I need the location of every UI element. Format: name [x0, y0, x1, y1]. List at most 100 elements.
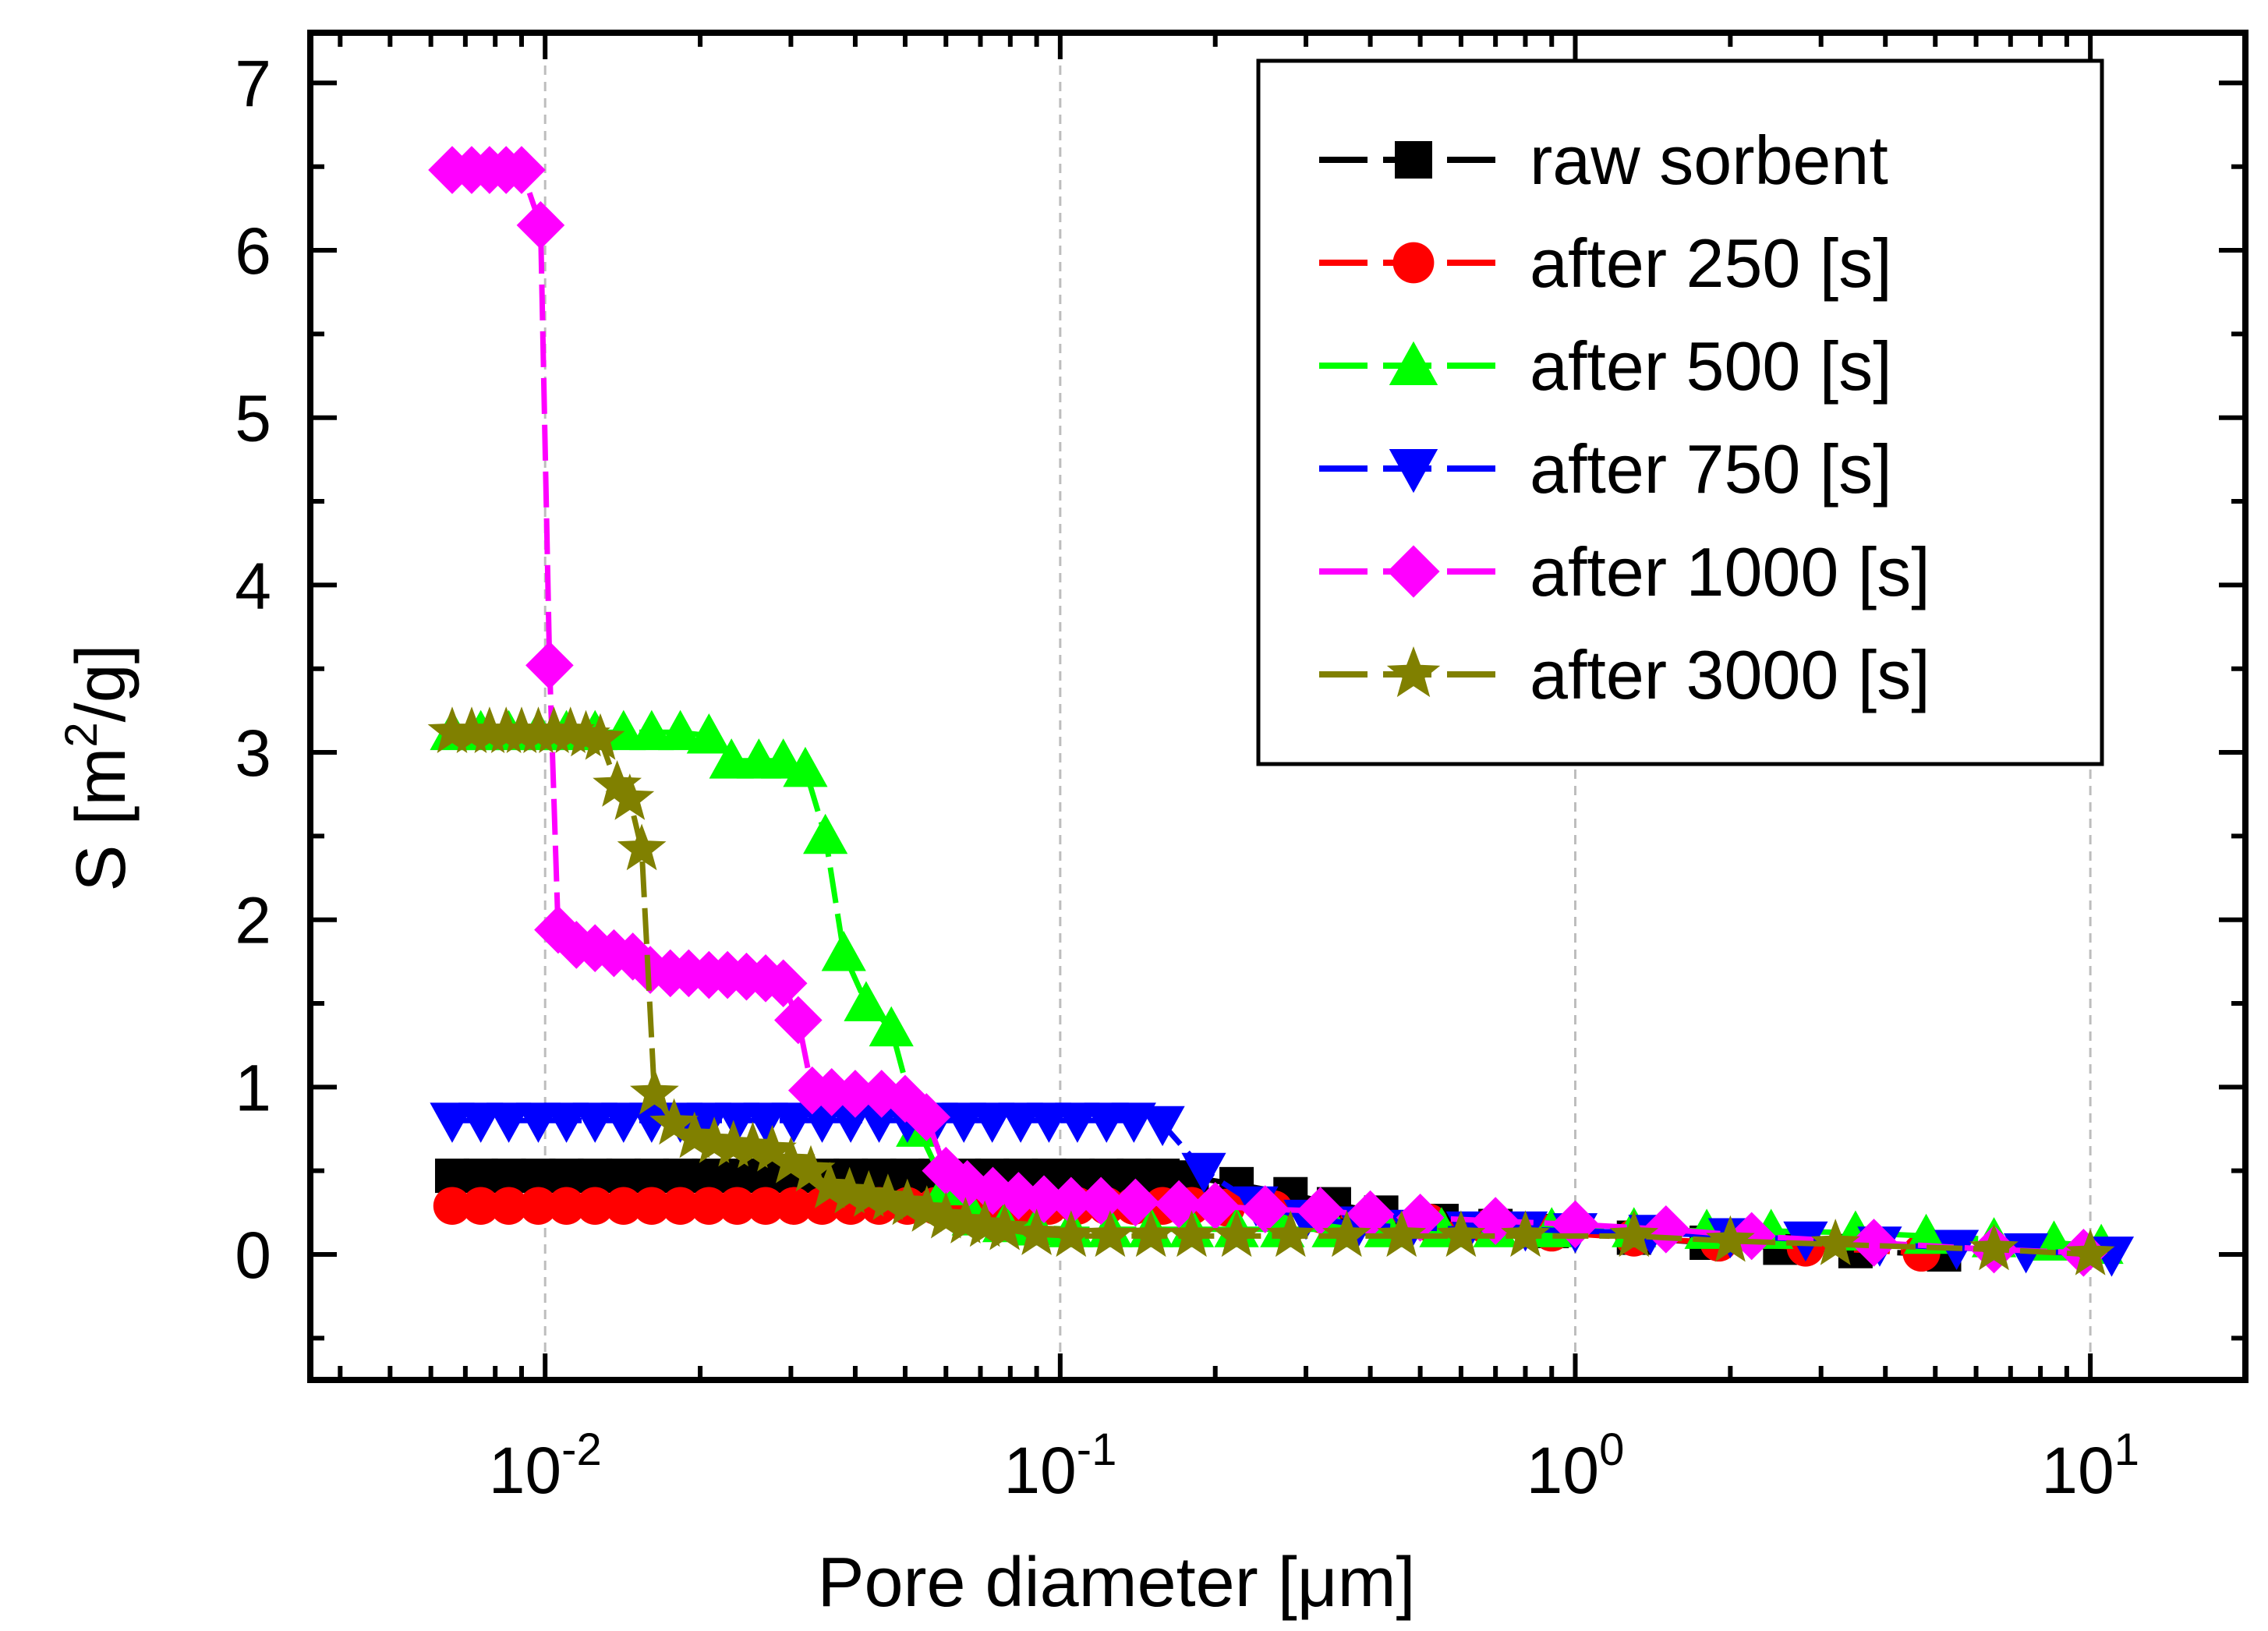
data-point	[1012, 1208, 1061, 1255]
data-point	[433, 1187, 472, 1225]
data-point	[593, 760, 642, 807]
data-point	[771, 1102, 816, 1143]
data-point	[902, 1093, 951, 1141]
data-point	[686, 1102, 731, 1143]
data-point	[525, 641, 574, 690]
data-point	[1181, 1152, 1226, 1194]
legend-item: after 250 [s]	[1319, 225, 1892, 302]
x-tick-label: 101	[2041, 1424, 2139, 1507]
data-point	[1055, 1102, 1100, 1143]
data-point	[1111, 1178, 1160, 1227]
data-point	[604, 1187, 643, 1225]
data-point	[1346, 1190, 1395, 1239]
data-point	[657, 709, 703, 751]
data-point	[572, 1102, 617, 1143]
x-tick-label-exp: -1	[1077, 1424, 1117, 1475]
data-point	[1377, 1210, 1427, 1258]
data-point	[856, 1102, 902, 1143]
data-point	[632, 1187, 671, 1225]
data-point	[430, 1102, 475, 1143]
legend-label: raw sorbent	[1530, 122, 1888, 199]
legend-item: after 1000 [s]	[1319, 533, 1930, 610]
axis-ticks	[310, 33, 2248, 1380]
x-tick-label-exp: 0	[1599, 1424, 1624, 1475]
data-point	[883, 1178, 932, 1226]
y-axis-title-tail: /g]	[62, 644, 140, 722]
data-point	[1706, 1215, 1755, 1262]
data-point	[1322, 1210, 1371, 1258]
data-point	[1126, 1210, 1176, 1258]
data-point	[1047, 1176, 1095, 1226]
data-point	[714, 1102, 760, 1143]
series-star	[427, 706, 2115, 1275]
data-point	[1609, 1210, 1659, 1258]
series-layer	[427, 146, 2135, 1277]
data-point	[447, 706, 497, 753]
data-point	[1085, 1210, 1135, 1258]
data-point	[490, 1187, 528, 1225]
data-point	[775, 1187, 813, 1225]
data-point	[519, 1187, 557, 1225]
data-point	[1191, 1181, 1240, 1230]
x-tick-label-exp: -2	[561, 1424, 602, 1475]
data-point	[1969, 1223, 2019, 1271]
y-tick-label: 5	[235, 382, 271, 455]
data-point	[774, 996, 823, 1045]
legend-marker	[1389, 341, 1438, 385]
y-axis-title-main: S [m	[62, 748, 140, 892]
legend-item: raw sorbent	[1319, 122, 1888, 199]
data-point	[902, 1185, 952, 1232]
data-point	[869, 1006, 914, 1047]
data-point	[486, 1102, 532, 1143]
x-tick-label-base: 10	[489, 1434, 561, 1507]
x-tick-label-base: 10	[2041, 1434, 2114, 1507]
data-point	[1810, 1219, 1860, 1265]
data-point	[803, 813, 848, 854]
data-point	[690, 1187, 728, 1225]
data-point	[844, 981, 889, 1021]
x-tick-label: 10-1	[1003, 1424, 1116, 1507]
y-tick-labels: 0 1 2 3 4 5 6 7	[235, 47, 271, 1292]
data-point	[1026, 1102, 1072, 1143]
y-tick-label: 1	[235, 1051, 271, 1124]
data-point	[649, 1098, 699, 1145]
x-tick-label-base: 10	[1003, 1434, 1076, 1507]
plot-frame	[307, 30, 2249, 1383]
y-tick-label: 7	[235, 47, 271, 120]
data-point	[547, 1187, 586, 1225]
data-point	[759, 959, 808, 1008]
data-point	[575, 713, 625, 760]
data-point	[576, 1187, 614, 1225]
data-point	[516, 201, 565, 249]
data-point	[1501, 1210, 1550, 1258]
data-point	[462, 1187, 500, 1225]
data-point	[458, 1102, 504, 1143]
data-point	[1849, 1219, 1898, 1267]
data-point	[1167, 1210, 1216, 1258]
y-tick-label: 6	[235, 214, 271, 288]
data-point	[1020, 1175, 1068, 1223]
data-point	[2065, 1229, 2115, 1275]
data-point	[1212, 1210, 1261, 1258]
y-tick-label: 4	[235, 549, 271, 622]
data-point	[766, 1136, 816, 1183]
legend-item: after 750 [s]	[1319, 430, 1892, 508]
data-point	[828, 1102, 873, 1143]
legend-label: after 500 [s]	[1530, 327, 1892, 405]
y-axis-title-sup: 2	[56, 722, 107, 747]
data-point	[998, 1102, 1043, 1143]
legend-item: after 500 [s]	[1319, 327, 1892, 405]
data-point	[617, 823, 667, 871]
data-point	[941, 1102, 986, 1143]
x-tick-label-base: 10	[1527, 1434, 1599, 1507]
data-point	[1436, 1210, 1486, 1258]
data-point	[630, 1067, 679, 1115]
y-tick-label: 2	[235, 884, 271, 957]
data-point	[746, 1187, 785, 1225]
x-tick-label: 10-2	[489, 1424, 602, 1507]
legend-items: raw sorbent after 250 [s] after 500 [s] aft…	[1319, 122, 1930, 713]
legend-label: after 250 [s]	[1530, 225, 1892, 302]
data-point	[661, 1187, 699, 1225]
legend-label: after 3000 [s]	[1530, 636, 1930, 713]
